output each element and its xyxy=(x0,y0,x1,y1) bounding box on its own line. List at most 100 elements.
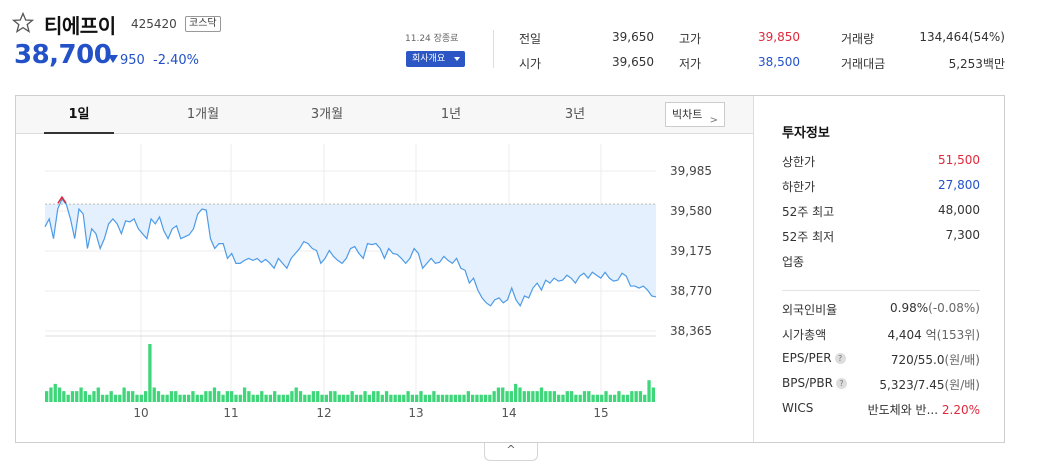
volume-bar xyxy=(350,391,354,402)
company-overview-label: 회사개요 xyxy=(412,54,446,64)
collapse-toggle[interactable]: ^ xyxy=(484,443,538,461)
intraday-chart[interactable]: 39,985 39,580 39,175 38,770 38,365 10 11 12 13 14… xyxy=(16,134,753,442)
volume-bar xyxy=(488,394,492,402)
volume-bar xyxy=(569,391,574,402)
volume-bar xyxy=(66,394,70,402)
volume-bar xyxy=(320,394,324,402)
volume-bar xyxy=(612,394,617,402)
volume-bar xyxy=(195,394,199,402)
volume-bar xyxy=(45,391,49,402)
volume-bar xyxy=(169,391,174,402)
volume-bar xyxy=(397,394,402,402)
volume-bar xyxy=(595,394,600,402)
investment-info-panel: 투자정보 상한가 51,500 하한가 27,800 52주 최고 48,000… xyxy=(753,96,1004,442)
volume-bar xyxy=(328,391,333,402)
x-tick-label: 15 xyxy=(593,406,608,420)
company-overview-button[interactable]: 회사개요 xyxy=(406,51,465,67)
volume-bar xyxy=(221,394,225,402)
wics-value[interactable]: 반도체와 반... 2.20% xyxy=(868,401,980,418)
volume-bar xyxy=(415,394,419,402)
volume-bar xyxy=(604,391,608,402)
volume-bar xyxy=(277,394,281,402)
volume-bar xyxy=(630,391,634,402)
volume-bar xyxy=(557,394,561,402)
tab-1month[interactable]: 1개월 xyxy=(186,107,220,122)
bps-pbr-unit: (원/배) xyxy=(944,378,981,392)
volume-bar xyxy=(440,394,445,402)
foreign-ratio-label: 외국인비율 xyxy=(782,303,838,317)
market-cap-row: 시가총액 4,404 억(153위) xyxy=(782,326,980,344)
volume-bar xyxy=(522,391,526,402)
lower-limit-value: 27,800 xyxy=(938,178,980,192)
market-cap-value: 4,404 억(153위) xyxy=(887,326,980,343)
volume-bar xyxy=(496,387,501,402)
quote-value-high: 39,850 xyxy=(758,30,800,44)
tab-1day[interactable]: 1일 xyxy=(44,96,114,134)
volume-bar xyxy=(419,391,423,402)
volume-bar xyxy=(578,394,582,402)
down-arrow-icon xyxy=(108,55,118,63)
chevron-right-icon: > xyxy=(709,115,718,126)
volume-bar xyxy=(122,387,126,402)
industry-row: 업종 xyxy=(782,253,980,271)
y-tick-label: 38,770 xyxy=(670,284,712,298)
bps-pbr-label-text: BPS/PBR xyxy=(782,376,833,390)
volume-bar xyxy=(148,344,152,402)
favorite-star-icon[interactable] xyxy=(12,12,34,34)
market-cap-unit: 억 xyxy=(925,328,937,342)
volume-bar xyxy=(402,394,406,402)
tab-3year[interactable]: 3년 xyxy=(564,107,586,122)
big-chart-button[interactable]: 빅차트 > xyxy=(665,102,725,127)
volume-bar xyxy=(436,394,440,402)
volume-bar xyxy=(505,391,509,402)
upper-limit-label: 상한가 xyxy=(782,155,816,169)
help-icon[interactable]: ? xyxy=(835,378,847,389)
volume-bar xyxy=(617,391,621,402)
volume-bar xyxy=(531,391,535,402)
volume-bar xyxy=(311,391,316,402)
day-high-marker xyxy=(57,195,67,204)
volume-bar xyxy=(548,391,552,402)
wics-sector-link[interactable]: 반도체와 반... xyxy=(867,403,939,417)
volume-bar xyxy=(445,394,449,402)
chevron-up-icon: ^ xyxy=(506,443,516,456)
quote-label-open: 시가 xyxy=(519,57,542,71)
volume-bar xyxy=(565,391,569,402)
volume-bar xyxy=(634,391,638,402)
y-tick-label: 38,365 xyxy=(670,324,712,338)
investment-info-title: 투자정보 xyxy=(782,126,830,141)
volume-bar xyxy=(647,380,651,402)
tab-1year[interactable]: 1년 xyxy=(440,107,462,122)
upper-limit-row: 상한가 51,500 xyxy=(782,153,980,171)
quote-label-volume: 거래량 xyxy=(841,32,875,46)
dropdown-caret-icon xyxy=(454,57,460,61)
stock-code: 425420 xyxy=(131,17,177,31)
price-line xyxy=(44,198,657,308)
volume-bar xyxy=(161,394,165,402)
volume-bar xyxy=(384,391,389,402)
period-tabs: 1일 1개월 3개월 1년 3년 빅차트 > xyxy=(16,96,753,134)
volume-bar xyxy=(234,394,238,402)
tab-3month[interactable]: 3개월 xyxy=(310,107,344,122)
market-cap-label: 시가총액 xyxy=(782,328,827,342)
volume-bar xyxy=(62,391,66,402)
volume-bar xyxy=(118,394,122,402)
volume-bar xyxy=(242,387,247,402)
volume-bar xyxy=(139,394,143,402)
wics-label: WICS xyxy=(782,401,814,415)
volume-bar xyxy=(514,383,518,402)
help-icon[interactable]: ? xyxy=(834,353,846,364)
week52-low-row: 52주 최저 7,300 xyxy=(782,228,980,246)
volume-bar xyxy=(285,394,290,402)
quote-label-prev-close: 전일 xyxy=(519,32,542,46)
bps-pbr-number: 5,323/7.45 xyxy=(879,378,945,392)
volume-bar xyxy=(96,387,100,402)
eps-per-label: EPS/PER? xyxy=(782,351,846,365)
foreign-ratio-change: (-0.08%) xyxy=(928,301,980,315)
volume-bar xyxy=(131,391,135,402)
volume-bar xyxy=(174,391,178,402)
stock-name: 티에프이 xyxy=(44,14,116,38)
volume-bar xyxy=(346,394,350,402)
volume-bar xyxy=(462,394,466,402)
volume-bar xyxy=(100,394,105,402)
